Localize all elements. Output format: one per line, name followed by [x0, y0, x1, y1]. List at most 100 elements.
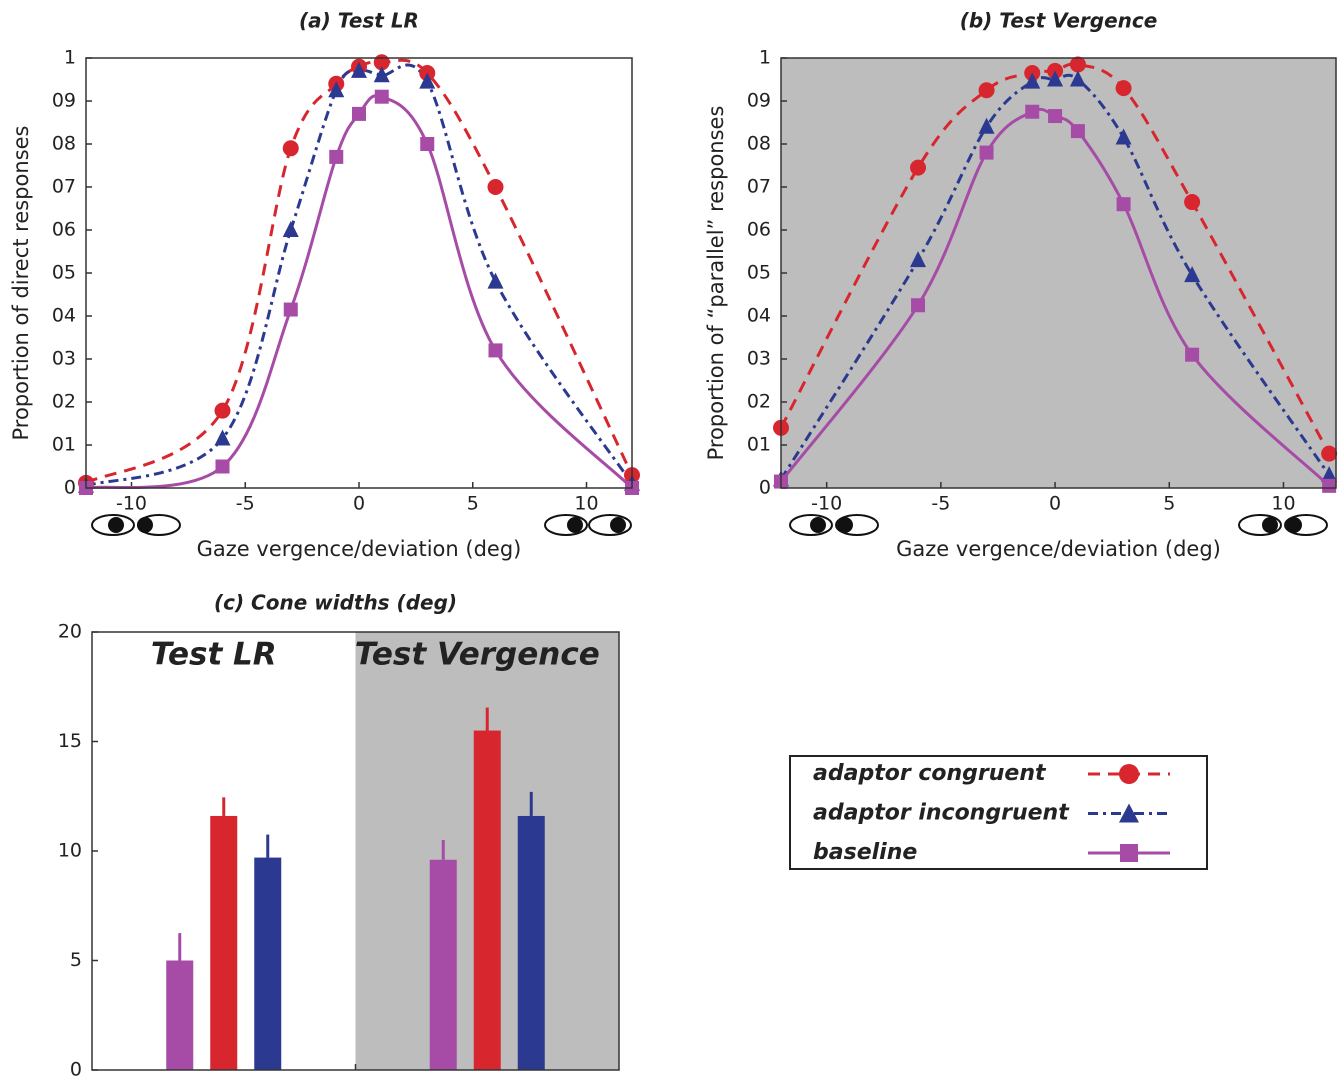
x-axis-label: Gaze vergence/deviation (deg)	[896, 537, 1221, 561]
y-axis-label: Proportion of direct responses	[9, 126, 33, 441]
x-tick-label: 10	[574, 493, 598, 515]
point	[328, 81, 345, 98]
y-tick-label: 0	[64, 477, 76, 499]
y-axis-label: Proportion of “parallel” responses	[704, 106, 728, 461]
point	[329, 149, 344, 164]
category-label: Test LR	[151, 637, 277, 673]
point	[488, 343, 503, 358]
plot-frame	[91, 631, 620, 1071]
x-tick-label: 0	[353, 493, 365, 515]
plot-background	[86, 58, 632, 488]
chart-title: (b) Test Vergence	[960, 9, 1158, 33]
x-axis-label: Gaze vergence/deviation (deg)	[197, 537, 522, 561]
point	[1322, 478, 1337, 493]
point	[1321, 466, 1338, 483]
y-tick-label: 1	[759, 47, 771, 69]
x-tick-label: 5	[1163, 493, 1175, 515]
point	[1025, 104, 1040, 119]
y-tick-label: 0	[759, 477, 771, 499]
y-tick-label: 04	[747, 305, 771, 327]
legend-label: adaptor congruent	[813, 761, 1047, 786]
point	[351, 61, 367, 78]
y-tick-label: 09	[747, 90, 771, 112]
y-tick-label: 09	[52, 90, 76, 112]
point	[420, 137, 435, 151]
legend-marker	[1120, 844, 1138, 862]
plot-frame	[85, 57, 633, 489]
point	[1184, 266, 1201, 283]
x-tick-label: -5	[931, 493, 950, 515]
y-tick-label: 1	[64, 47, 76, 69]
y-tick-label: 07	[747, 176, 771, 198]
y-tick-label: 08	[52, 133, 76, 155]
y-tick-label: 03	[747, 348, 771, 370]
point	[419, 72, 436, 89]
y-tick-label: 08	[747, 133, 771, 155]
chart-title: (a) Test LR	[299, 9, 419, 33]
point	[487, 179, 504, 195]
y-tick-label: 06	[52, 219, 76, 241]
point	[1047, 70, 1064, 87]
point	[487, 272, 504, 289]
point	[978, 117, 995, 134]
point	[374, 89, 389, 104]
y-tick-label: 02	[747, 391, 771, 413]
point	[1116, 197, 1131, 212]
plot-background	[781, 58, 1336, 488]
point	[282, 221, 299, 237]
bar	[429, 859, 457, 1070]
y-tick-label: 20	[58, 621, 82, 643]
point	[1069, 56, 1086, 73]
point	[910, 159, 927, 176]
series-line	[85, 63, 634, 488]
y-tick-label: 05	[747, 262, 771, 284]
y-tick-label: 06	[747, 219, 771, 241]
y-tick-label: 02	[52, 391, 76, 413]
x-tick-label: 0	[1049, 493, 1061, 515]
point	[1070, 124, 1085, 139]
x-tick-label: 10	[1271, 493, 1295, 515]
y-tick-label: 01	[52, 434, 76, 456]
y-tick-label: 07	[52, 176, 76, 198]
x-tick-label: -10	[811, 493, 842, 515]
x-tick-label: 5	[467, 493, 479, 515]
point	[1184, 194, 1201, 211]
y-tick-label: 0	[70, 1059, 82, 1078]
category-label: Test Vergence	[355, 637, 600, 673]
y-tick-label: 10	[58, 840, 82, 862]
point	[978, 82, 995, 99]
point	[1048, 109, 1063, 124]
bar	[473, 730, 501, 1070]
legend-marker	[1119, 764, 1139, 784]
legend-marker	[1119, 803, 1139, 823]
y-tick-label: 15	[58, 730, 82, 752]
point	[1185, 347, 1200, 362]
bar	[210, 815, 238, 1070]
chart-title: (c) Cone widths (deg)	[214, 591, 457, 615]
point	[910, 251, 927, 268]
x-tick-label: -10	[116, 493, 147, 515]
y-tick-label: 5	[70, 949, 82, 971]
plot-frame	[780, 57, 1337, 489]
point	[1024, 72, 1041, 89]
point	[1321, 445, 1338, 462]
point	[282, 140, 299, 157]
point	[1115, 128, 1132, 145]
point	[1069, 70, 1086, 87]
point	[911, 298, 926, 313]
point	[283, 302, 298, 317]
point	[215, 459, 230, 474]
legend-label: baseline	[813, 840, 917, 865]
bar	[517, 815, 545, 1070]
bar	[166, 960, 194, 1070]
point	[214, 402, 231, 419]
point	[214, 429, 231, 446]
y-tick-label: 05	[52, 262, 76, 284]
y-tick-label: 04	[52, 305, 76, 327]
x-tick-label: -5	[236, 493, 255, 515]
legend-label: adaptor incongruent	[813, 801, 1070, 826]
bar	[254, 857, 282, 1070]
point	[979, 145, 994, 160]
